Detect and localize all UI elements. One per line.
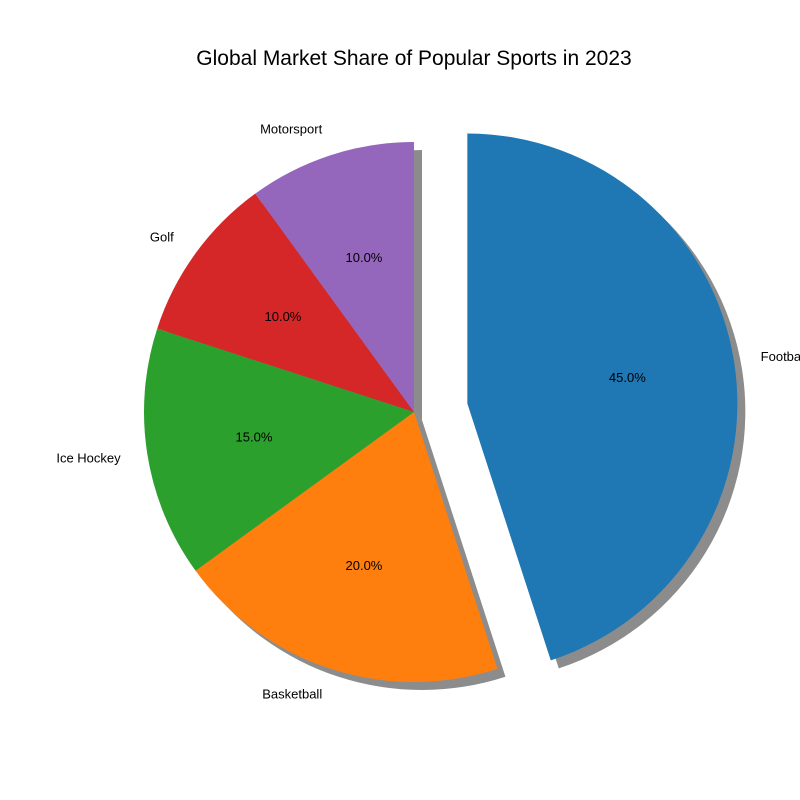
chart-title: Global Market Share of Popular Sports in… bbox=[196, 47, 631, 70]
slice-percent-football: 45.0% bbox=[609, 370, 646, 385]
slice-label-basketball: Basketball bbox=[262, 686, 322, 701]
pie-slice-basketball[interactable] bbox=[195, 412, 498, 683]
slice-percent-ice-hockey: 15.0% bbox=[236, 429, 273, 444]
slice-percent-basketball: 20.0% bbox=[346, 558, 383, 573]
slice-label-football: Football bbox=[761, 349, 800, 364]
pie-slice-golf[interactable] bbox=[157, 193, 414, 412]
pie-slice-motorsport[interactable] bbox=[255, 142, 414, 412]
slice-percent-motorsport: 10.0% bbox=[346, 250, 383, 265]
slice-label-ice-hockey: Ice Hockey bbox=[56, 450, 121, 465]
slice-percent-golf: 10.0% bbox=[265, 309, 302, 324]
slice-label-golf: Golf bbox=[150, 229, 174, 244]
pie-slice-football[interactable] bbox=[467, 133, 738, 661]
pie-slice-ice-hockey[interactable] bbox=[143, 328, 414, 571]
label-layer: Football 45.0% Basketball 20.0% Ice Hockey 15… bbox=[56, 122, 800, 702]
slice-layer bbox=[143, 133, 738, 683]
slice-label-motorsport: Motorsport bbox=[260, 122, 323, 137]
